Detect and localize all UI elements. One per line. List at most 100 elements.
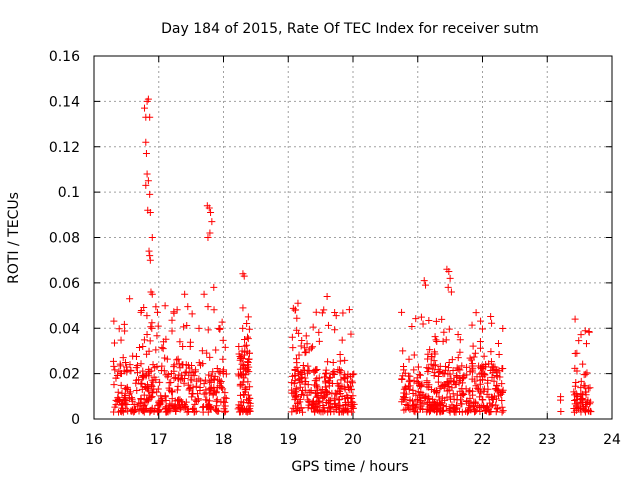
data-point <box>198 347 206 355</box>
data-point <box>182 398 190 406</box>
data-point <box>183 321 191 329</box>
data-point <box>120 320 128 328</box>
data-point <box>244 313 252 321</box>
data-point <box>437 401 445 409</box>
data-point <box>320 404 328 412</box>
data-point <box>433 338 441 346</box>
data-point <box>401 369 409 377</box>
data-point <box>292 306 300 314</box>
data-point <box>189 383 197 391</box>
data-point <box>301 374 309 382</box>
data-point <box>194 396 202 404</box>
y-tick-label: 0.06 <box>49 276 80 292</box>
data-point <box>192 366 200 374</box>
y-tick-label: 0 <box>71 412 80 428</box>
data-point <box>449 403 457 411</box>
data-point <box>463 363 471 371</box>
data-point <box>210 387 218 395</box>
data-point <box>456 348 464 356</box>
data-point <box>440 328 448 336</box>
data-point <box>571 315 579 323</box>
data-point <box>435 396 443 404</box>
data-point <box>329 358 337 366</box>
data-point <box>445 325 453 333</box>
data-point <box>145 347 153 355</box>
data-point <box>400 362 408 370</box>
data-point <box>240 272 248 280</box>
data-point <box>245 363 253 371</box>
axis-ticks: 16 17 18 19 20 21 22 23 24 0 0.02 0.04 0.06 0.08 0.1 0.… <box>49 49 621 448</box>
data-point <box>126 295 134 303</box>
data-point <box>150 385 158 393</box>
data-point <box>450 408 458 416</box>
data-point <box>323 292 331 300</box>
data-point <box>423 400 431 408</box>
data-point <box>245 325 253 333</box>
data-point <box>485 360 493 368</box>
data-point <box>582 388 590 396</box>
data-point <box>488 373 496 381</box>
data-point <box>117 362 125 370</box>
data-point <box>466 394 474 402</box>
data-point <box>207 378 215 386</box>
data-point <box>498 388 506 396</box>
data-point <box>471 377 479 385</box>
data-point <box>118 408 126 416</box>
data-point <box>295 351 303 359</box>
data-point <box>117 401 125 409</box>
data-point <box>123 368 131 376</box>
data-point <box>199 408 207 416</box>
data-point <box>292 384 300 392</box>
data-point <box>207 209 215 217</box>
data-point <box>398 375 406 383</box>
data-point <box>202 389 210 397</box>
data-point <box>573 349 581 357</box>
data-point <box>301 366 309 374</box>
data-point <box>580 371 588 379</box>
data-point <box>236 382 244 390</box>
data-point <box>411 401 419 409</box>
data-point <box>580 382 588 390</box>
data-point <box>180 379 188 387</box>
data-point <box>488 319 496 327</box>
data-point <box>208 372 216 380</box>
data-point <box>579 396 587 404</box>
data-point <box>330 370 338 378</box>
data-point <box>127 407 135 415</box>
data-point <box>404 401 412 409</box>
data-point <box>148 234 156 241</box>
data-point <box>312 389 320 397</box>
data-point <box>112 396 120 404</box>
data-point <box>158 394 166 402</box>
data-point <box>168 388 176 396</box>
data-point <box>238 370 246 378</box>
data-point <box>288 333 296 341</box>
data-point <box>298 336 306 344</box>
data-point <box>490 377 498 385</box>
x-tick-label: 16 <box>85 432 103 448</box>
data-point <box>577 408 585 416</box>
data-point <box>214 376 222 384</box>
data-point <box>486 399 494 407</box>
data-point <box>206 353 214 361</box>
data-point <box>447 288 455 296</box>
data-point <box>170 361 178 369</box>
data-point <box>319 394 327 402</box>
data-point <box>444 380 452 388</box>
data-point <box>476 344 484 352</box>
data-point <box>178 371 186 379</box>
data-point <box>137 360 145 368</box>
data-point <box>288 389 296 397</box>
data-point <box>184 381 192 389</box>
data-point <box>139 373 147 381</box>
data-point <box>445 358 453 366</box>
data-point <box>449 366 457 374</box>
data-point <box>119 400 127 408</box>
data-point <box>174 382 182 390</box>
data-point <box>299 386 307 394</box>
data-point <box>164 373 172 381</box>
data-point <box>444 364 452 372</box>
data-point <box>324 321 332 329</box>
data-point <box>349 392 357 400</box>
data-point <box>571 400 579 408</box>
